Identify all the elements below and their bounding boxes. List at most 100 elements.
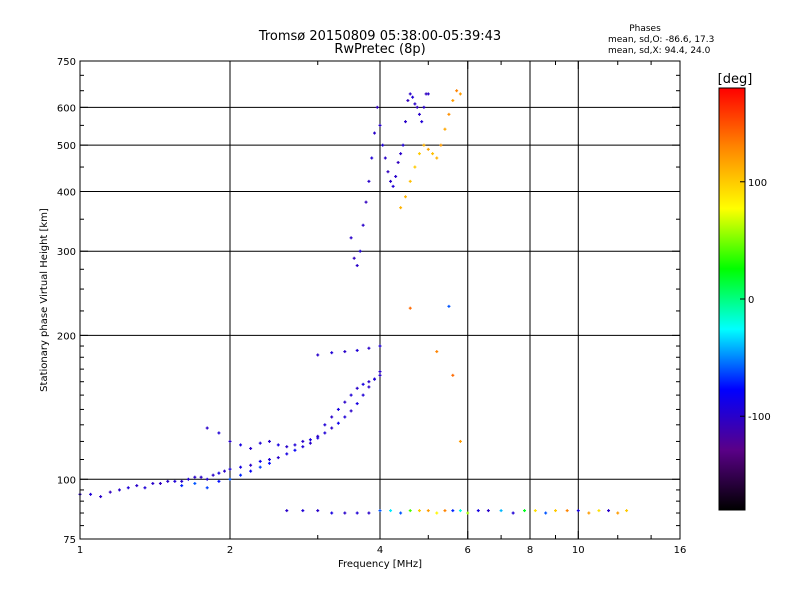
data-point [117,488,121,492]
data-point [422,143,426,147]
data-point [422,105,426,109]
data-point [316,434,320,438]
data-point [403,195,407,199]
data-point [205,477,209,481]
data-point [308,438,312,442]
data-point [301,439,305,443]
data-point [301,509,305,513]
data-point [336,407,340,411]
data-point [451,509,455,513]
data-point [458,92,462,96]
data-point [466,511,470,515]
y-tick-label: 500 [57,141,76,152]
data-point [511,511,515,515]
data-point [411,95,415,99]
data-point [576,509,580,513]
y-axis-label: Stationary phase Virtual Height [km] [39,208,50,392]
data-point [330,426,334,430]
data-point [373,377,377,381]
x-tick-label: 1 [77,545,83,556]
data-point [625,509,629,513]
stats-header: Phases [629,24,661,34]
data-point [330,511,334,515]
data-point [158,481,162,485]
data-point [399,206,403,210]
data-point [336,421,340,425]
data-point [389,179,393,183]
data-point [443,509,447,513]
data-point [370,156,374,160]
data-point [396,160,400,164]
y-tick-label: 100 [57,475,76,486]
data-point [355,348,359,352]
data-points [78,89,629,515]
chart-title: Tromsø 20150809 05:38:00-05:39:43 [258,29,501,44]
data-point [349,236,353,240]
data-point [367,385,371,389]
data-point [399,152,403,156]
data-point [378,373,382,377]
data-point [217,431,221,435]
data-point [435,350,439,354]
data-point [394,174,398,178]
data-point [373,131,377,135]
data-point [383,156,387,160]
data-point [391,184,395,188]
data-point [239,473,243,477]
data-point [308,441,312,445]
data-point [565,509,569,513]
data-point [330,415,334,419]
data-point [249,463,253,467]
colorbar-title: [deg] [718,72,753,87]
data-point [285,445,289,449]
data-point [330,351,334,355]
data-point [316,353,320,357]
data-point [166,479,170,483]
data-point [553,509,557,513]
data-point [276,456,280,460]
data-point [343,400,347,404]
data-point [417,509,421,513]
data-point [186,477,190,481]
data-point [343,511,347,515]
data-point [267,461,271,465]
data-point [458,439,462,443]
data-point [258,465,262,469]
data-point [378,370,382,374]
y-tick-label: 400 [57,187,76,198]
data-point [408,179,412,183]
data-point [223,469,227,473]
data-point [239,465,243,469]
chart-subtitle: RwPretec (8p) [334,42,425,57]
data-point [426,509,430,513]
data-point [228,439,232,443]
data-point [364,200,368,204]
data-point [408,92,412,96]
data-point [143,486,147,490]
data-point [499,509,503,513]
stats-line-o: mean, sd,O: -86.6, 17.3 [608,35,714,45]
data-point [523,509,527,513]
data-point [426,147,430,151]
colorbar-tick-label: -100 [748,412,771,423]
data-point [616,511,620,515]
data-point [258,459,262,463]
data-point [403,120,407,124]
data-point [447,112,451,116]
data-point [607,509,611,513]
data-point [355,386,359,390]
axes: 1 2 4 6 8 10 16 75 100 200 300 400 500 600 750 [57,57,686,556]
data-point [406,99,410,103]
data-point [389,509,393,513]
data-point [476,509,480,513]
data-point [193,475,197,479]
data-point [301,445,305,449]
data-point [249,469,253,473]
data-point [293,443,297,447]
data-point [349,393,353,397]
grid-lines [80,61,680,539]
data-point [355,264,359,268]
data-point [316,509,320,513]
data-point [597,509,601,513]
